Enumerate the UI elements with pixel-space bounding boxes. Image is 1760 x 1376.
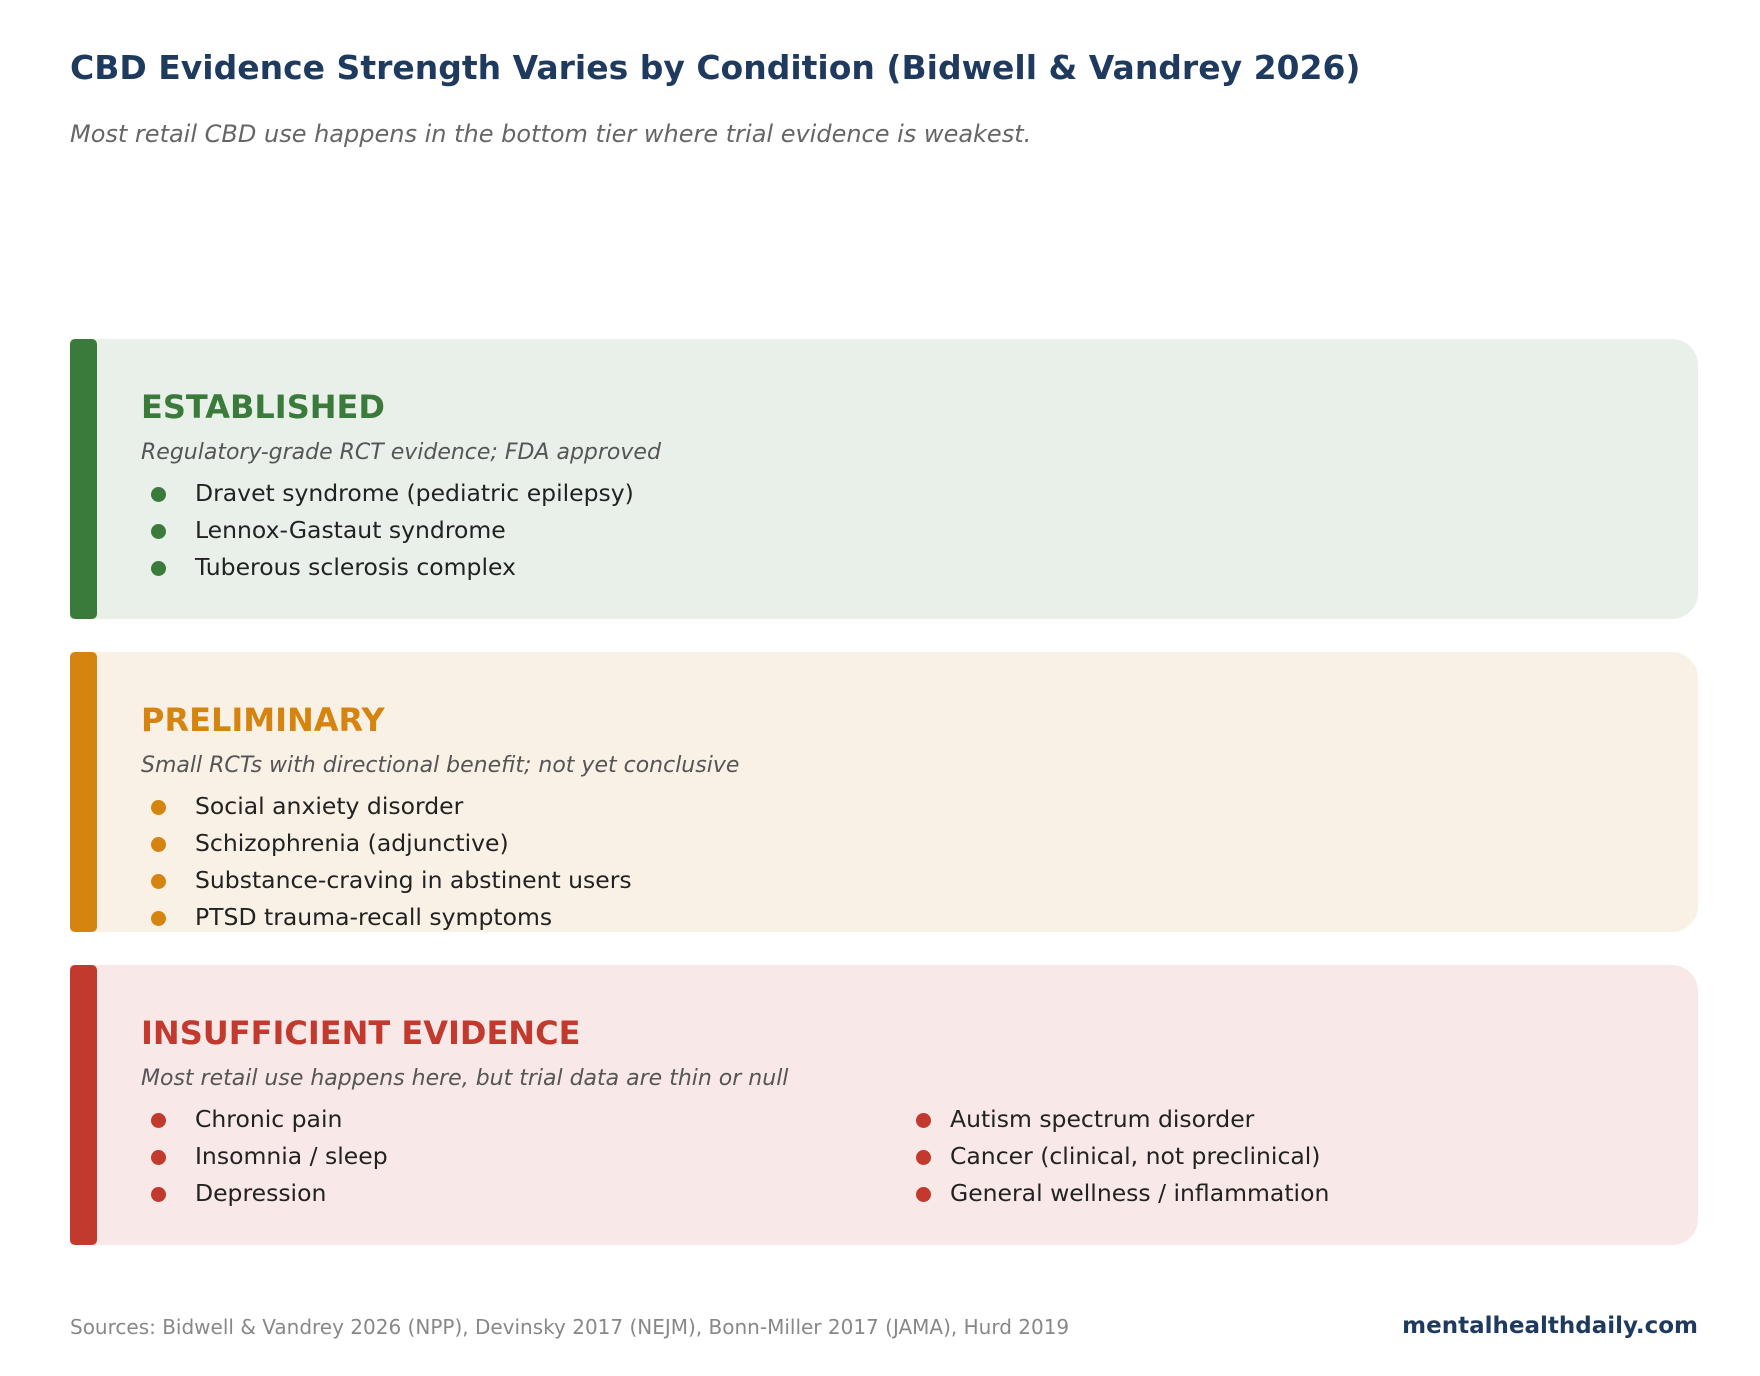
item-label: Insomnia / sleep [195, 1142, 388, 1170]
bullet-dot-icon [151, 911, 166, 926]
page-title: CBD Evidence Strength Varies by Conditio… [70, 48, 1361, 87]
item-label: Social anxiety disorder [195, 792, 464, 820]
item-label: Dravet syndrome (pediatric epilepsy) [195, 479, 634, 507]
item-label: Chronic pain [195, 1105, 343, 1133]
tier-item-list-right: Autism spectrum disorder Cancer (clinica… [916, 1101, 1330, 1212]
item-label: PTSD trauma-recall symptoms [195, 903, 553, 931]
list-item: Schizophrenia (adjunctive) [70, 825, 632, 862]
item-label: Schizophrenia (adjunctive) [195, 829, 509, 857]
list-item: PTSD trauma-recall symptoms [70, 899, 632, 936]
tier-title: INSUFFICIENT EVIDENCE [141, 1014, 581, 1052]
brand-logo-text: mentalhealthdaily.com [1402, 1313, 1698, 1339]
bullet-dot-icon [151, 487, 166, 502]
bullet-dot-icon [151, 1150, 166, 1165]
bullet-dot-icon [151, 561, 166, 576]
tier-item-list-left: Chronic pain Insomnia / sleep Depression [70, 1101, 388, 1212]
list-item: Autism spectrum disorder [916, 1101, 1329, 1138]
bullet-dot-icon [151, 524, 166, 539]
bullet-dot-icon [916, 1150, 931, 1165]
tier-item-list: Social anxiety disorder Schizophrenia (a… [70, 788, 632, 936]
item-label: Substance-craving in abstinent users [195, 866, 632, 894]
list-item: Insomnia / sleep [70, 1138, 388, 1175]
tier-accent-bar [70, 339, 97, 619]
bullet-dot-icon [151, 874, 166, 889]
tier-item-list: Dravet syndrome (pediatric epilepsy) Len… [70, 475, 634, 586]
sources-footnote: Sources: Bidwell & Vandrey 2026 (NPP), D… [70, 1315, 1070, 1339]
tier-title: PRELIMINARY [141, 701, 385, 739]
list-item: Chronic pain [70, 1101, 388, 1138]
tier-description: Most retail use happens here, but trial … [141, 1066, 789, 1091]
item-label: Autism spectrum disorder [950, 1105, 1255, 1133]
item-label: Lennox-Gastaut syndrome [195, 516, 506, 544]
tier-accent-bar [70, 652, 97, 932]
tier-preliminary: PRELIMINARY Small RCTs with directional … [70, 652, 1698, 932]
tier-insufficient-evidence: INSUFFICIENT EVIDENCE Most retail use ha… [70, 965, 1698, 1245]
tier-accent-bar [70, 965, 97, 1245]
tier-description: Regulatory-grade RCT evidence; FDA appro… [141, 440, 661, 465]
tier-established: ESTABLISHED Regulatory-grade RCT evidenc… [70, 339, 1698, 619]
bullet-dot-icon [916, 1113, 931, 1128]
bullet-dot-icon [151, 1113, 166, 1128]
bullet-dot-icon [151, 1187, 166, 1202]
item-label: Cancer (clinical, not preclinical) [950, 1142, 1321, 1170]
list-item: Tuberous sclerosis complex [70, 549, 634, 586]
list-item: Dravet syndrome (pediatric epilepsy) [70, 475, 634, 512]
bullet-dot-icon [151, 800, 166, 815]
list-item: Cancer (clinical, not preclinical) [916, 1138, 1329, 1175]
item-label: General wellness / inflammation [950, 1179, 1330, 1207]
page-subtitle: Most retail CBD use happens in the botto… [70, 120, 1032, 148]
list-item: Lennox-Gastaut syndrome [70, 512, 634, 549]
bullet-dot-icon [151, 837, 166, 852]
list-item: General wellness / inflammation [916, 1175, 1330, 1212]
tier-title: ESTABLISHED [141, 388, 385, 426]
list-item: Social anxiety disorder [70, 788, 632, 825]
item-label: Depression [195, 1179, 327, 1207]
list-item: Substance-craving in abstinent users [70, 862, 632, 899]
list-item: Depression [70, 1175, 388, 1212]
bullet-dot-icon [916, 1187, 931, 1202]
tier-description: Small RCTs with directional benefit; not… [141, 753, 740, 778]
item-label: Tuberous sclerosis complex [195, 553, 516, 581]
